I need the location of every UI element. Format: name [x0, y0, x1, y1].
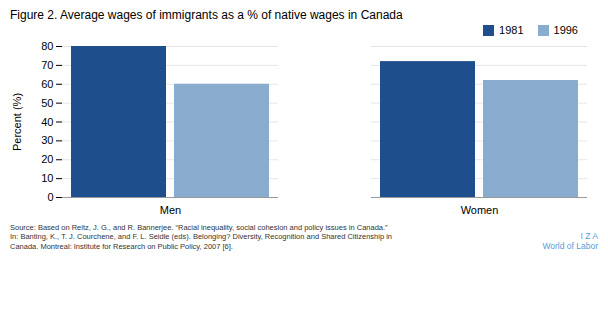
svg-text:80: 80 — [41, 40, 53, 52]
svg-text:20: 20 — [41, 153, 53, 165]
html-text:I Z A World of Labor: I Z A World of Labor — [542, 230, 598, 251]
html-text:1981: 1981 — [499, 24, 524, 36]
svg-text:40: 40 — [41, 116, 53, 128]
html-text:Source: Based on Reitz, J. G.,: Source: Based on Reitz, J. G., and R. Ba… — [10, 223, 392, 251]
html-text:Figure 2. Average wages of imm: Figure 2. Average wages of immigrants as… — [10, 8, 403, 22]
svg-text:70: 70 — [41, 59, 53, 71]
svg-text:0: 0 — [47, 191, 53, 203]
html-text:1996: 1996 — [553, 24, 578, 36]
svg-text:30: 30 — [41, 134, 53, 146]
svg-text:Percent (%): Percent (%) — [11, 93, 23, 151]
svg-text:10: 10 — [41, 172, 53, 184]
svg-text:Men: Men — [160, 204, 181, 216]
svg-text:60: 60 — [41, 78, 53, 90]
svg-text:50: 50 — [41, 97, 53, 109]
svg-text:Women: Women — [461, 204, 499, 216]
